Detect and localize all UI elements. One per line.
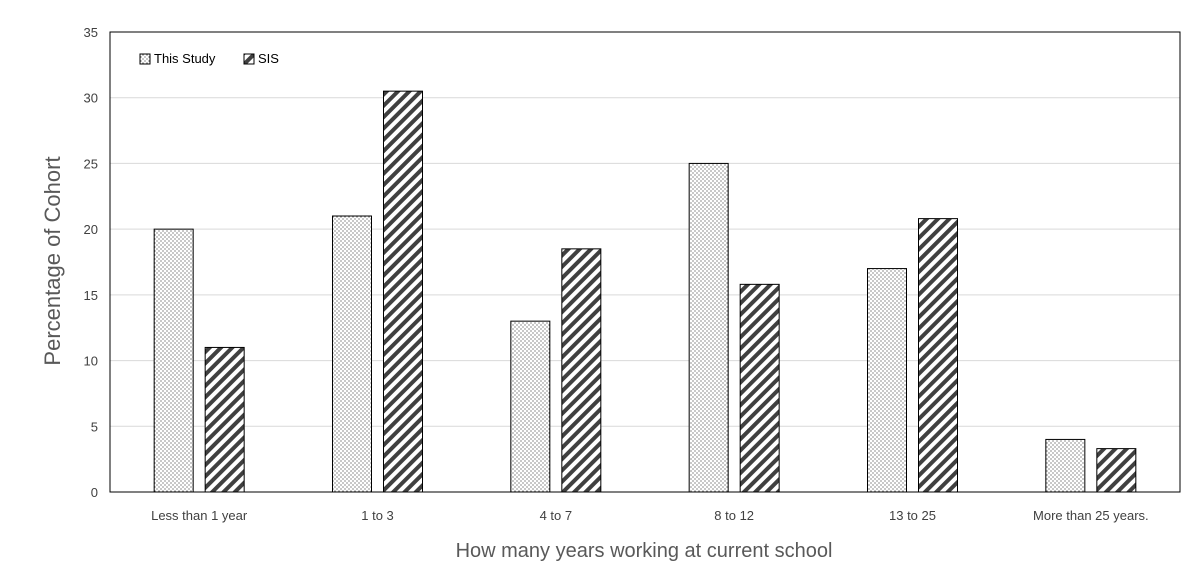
x-tick-label: 8 to 12 bbox=[714, 508, 754, 523]
y-axis-label: Percentage of Cohort bbox=[40, 156, 65, 365]
y-tick-label: 20 bbox=[84, 222, 98, 237]
legend-label: SIS bbox=[258, 51, 279, 66]
x-tick-label: 4 to 7 bbox=[540, 508, 573, 523]
y-tick-label: 15 bbox=[84, 288, 98, 303]
x-tick-label: 1 to 3 bbox=[361, 508, 394, 523]
gridlines bbox=[110, 31, 1180, 427]
bar-sis bbox=[918, 218, 958, 493]
y-tick-label: 10 bbox=[84, 354, 98, 369]
legend-label: This Study bbox=[154, 51, 216, 66]
bar-this-study bbox=[332, 215, 372, 493]
legend: This Study SIS bbox=[139, 51, 279, 66]
bar-sis bbox=[739, 283, 780, 493]
y-tick-label: 35 bbox=[84, 25, 98, 40]
bar-this-study bbox=[510, 320, 551, 493]
plot-frame bbox=[109, 31, 1181, 493]
y-tick-label: 25 bbox=[84, 156, 98, 171]
bar-sis bbox=[383, 90, 423, 493]
y-tick-label: 5 bbox=[91, 419, 98, 434]
bar-this-study bbox=[867, 268, 907, 493]
x-tick-label: 13 to 25 bbox=[889, 508, 936, 523]
legend-swatch bbox=[139, 53, 151, 65]
y-tick-label: 0 bbox=[91, 485, 98, 500]
bar-sis bbox=[1096, 448, 1137, 493]
bar-sis bbox=[204, 346, 245, 493]
x-tick-label: More than 25 years. bbox=[1033, 508, 1149, 523]
bar-sis bbox=[561, 248, 602, 493]
bars bbox=[153, 90, 1137, 493]
bar-this-study bbox=[153, 228, 194, 493]
y-tick-label: 30 bbox=[84, 91, 98, 106]
bar-this-study bbox=[1045, 438, 1086, 493]
axes: 0 5 10 15 20 25 30 35 Less than 1 year 1 to 3 4 to… bbox=[84, 25, 1181, 523]
legend-swatch bbox=[243, 53, 255, 65]
bar-this-study bbox=[688, 162, 729, 493]
x-axis-label: How many years working at current school bbox=[456, 540, 833, 562]
x-tick-label: Less than 1 year bbox=[151, 508, 248, 523]
